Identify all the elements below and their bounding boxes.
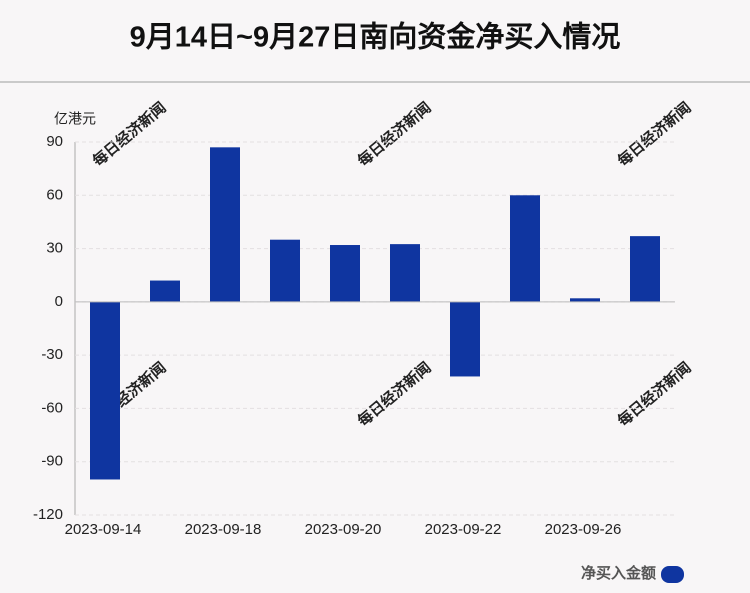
bar [450, 301, 480, 377]
bar [90, 301, 120, 480]
y-tick-label: 90 [46, 133, 63, 150]
y-tick-label: -30 [41, 346, 63, 363]
y-unit: 亿港元 [54, 111, 96, 127]
chart-title: 9月14日~9月27日南向资金净买入情况 [130, 20, 621, 54]
legend-swatch [661, 566, 684, 583]
y-tick-label: 60 [46, 186, 63, 203]
legend-label: 净买入金额 [581, 564, 656, 582]
bar [510, 195, 540, 302]
y-tick-label: -120 [33, 506, 63, 523]
y-tick-label: -60 [41, 399, 63, 416]
bar [390, 244, 420, 302]
bar [150, 280, 180, 302]
y-tick-label: 30 [46, 240, 63, 257]
bar [570, 298, 600, 302]
bar [330, 245, 360, 302]
x-tick-label: 2023-09-22 [425, 521, 502, 538]
x-tick-label: 2023-09-20 [305, 521, 382, 538]
y-tick-label: 0 [55, 293, 63, 310]
y-tick-label: -90 [41, 453, 63, 470]
x-tick-label: 2023-09-26 [545, 521, 622, 538]
x-tick-label: 2023-09-14 [65, 521, 142, 538]
bar [630, 236, 660, 302]
x-tick-label: 2023-09-18 [185, 521, 262, 538]
bar [270, 239, 300, 302]
bar [210, 147, 240, 302]
